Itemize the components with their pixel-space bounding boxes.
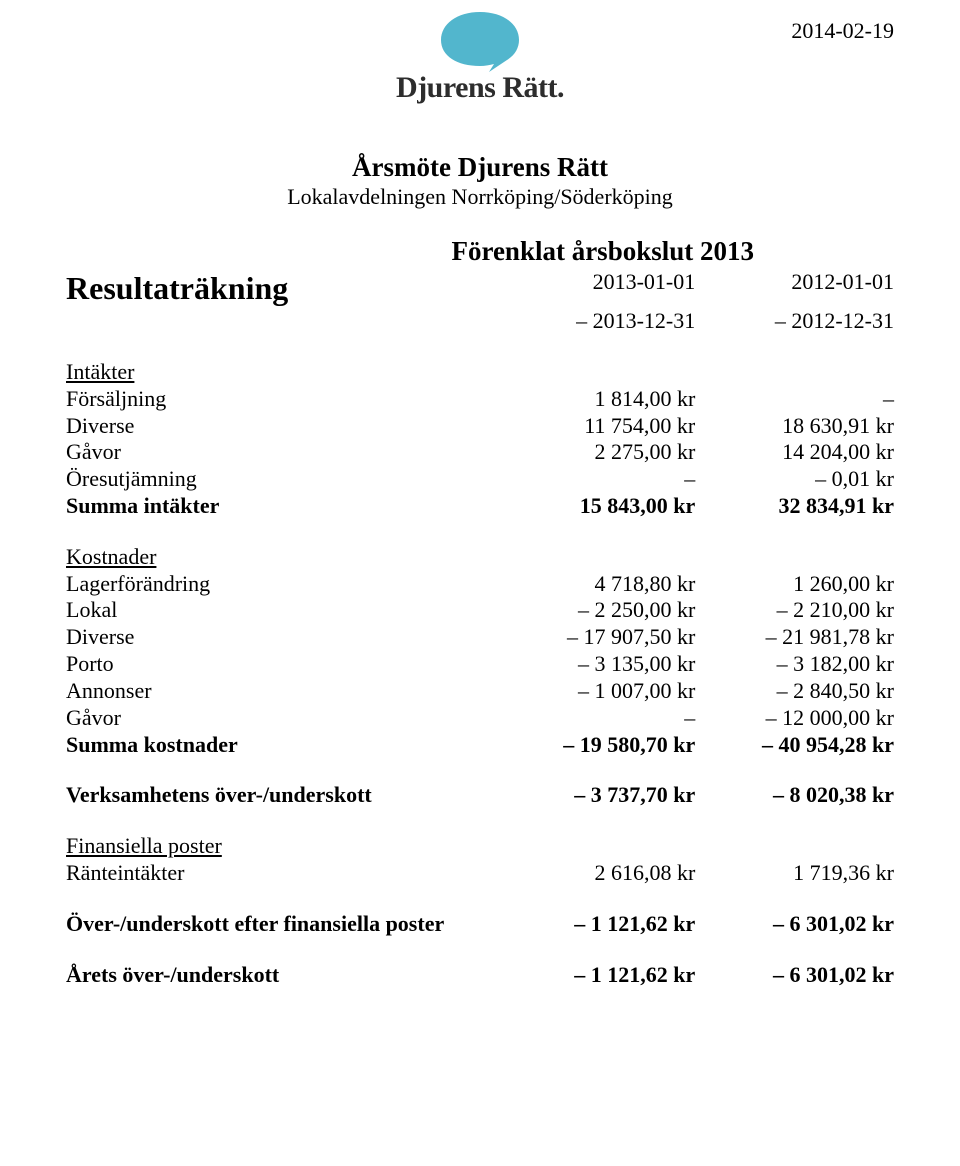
- row-label: Över-/underskott efter finansiella poste…: [66, 911, 497, 938]
- arets-row: Årets över-/underskott – 1 121,62 kr – 6…: [66, 962, 894, 989]
- table-row: Diverse – 17 907,50 kr – 21 981,78 kr: [66, 624, 894, 651]
- summa-kostnader-row: Summa kostnader – 19 580,70 kr – 40 954,…: [66, 732, 894, 759]
- table-row: Öresutjämning – – 0,01 kr: [66, 466, 894, 493]
- row-label: Ränteintäkter: [66, 860, 497, 887]
- row-col1: – 3 737,70 kr: [497, 782, 696, 809]
- row-label: Verksamhetens över-/underskott: [66, 782, 497, 809]
- bokslut-title: Förenklat årsbokslut 2013: [66, 236, 894, 267]
- row-col2: – 21 981,78 kr: [695, 624, 894, 651]
- row-label: Diverse: [66, 413, 497, 440]
- finansiella-header: Finansiella poster: [66, 833, 497, 860]
- period-end-row: – 2013-12-31 – 2012-12-31: [66, 308, 894, 335]
- table-row: Lagerförändring 4 718,80 kr 1 260,00 kr: [66, 571, 894, 598]
- intakter-header-row: Intäkter: [66, 359, 894, 386]
- row-label: Lokal: [66, 597, 497, 624]
- row-label: Summa kostnader: [66, 732, 497, 759]
- row-col1: – 3 135,00 kr: [497, 651, 696, 678]
- logo: Djurens Rätt.: [350, 10, 610, 105]
- row-label: Annonser: [66, 678, 497, 705]
- row-col2: – 8 020,38 kr: [695, 782, 894, 809]
- row-col2: – 3 182,00 kr: [695, 651, 894, 678]
- row-col2: – 40 954,28 kr: [695, 732, 894, 759]
- period1-start: 2013-01-01: [497, 269, 696, 308]
- document-date: 2014-02-19: [791, 18, 894, 44]
- row-label: Försäljning: [66, 386, 497, 413]
- row-col1: –: [497, 466, 696, 493]
- row-col1: 11 754,00 kr: [497, 413, 696, 440]
- table-row: Gåvor 2 275,00 kr 14 204,00 kr: [66, 439, 894, 466]
- row-col1: 15 843,00 kr: [497, 493, 696, 520]
- row-col2: – 6 301,02 kr: [695, 962, 894, 989]
- row-label: Lagerförändring: [66, 571, 497, 598]
- speech-bubble-icon: [435, 10, 525, 72]
- kostnader-header: Kostnader: [66, 544, 497, 571]
- row-col1: – 17 907,50 kr: [497, 624, 696, 651]
- table-row: Diverse 11 754,00 kr 18 630,91 kr: [66, 413, 894, 440]
- row-col2: – 6 301,02 kr: [695, 911, 894, 938]
- period1-end: – 2013-12-31: [497, 308, 696, 335]
- row-col2: – 2 210,00 kr: [695, 597, 894, 624]
- row-label: Porto: [66, 651, 497, 678]
- intakter-header: Intäkter: [66, 359, 497, 386]
- result-row: Resultaträkning 2013-01-01 2012-01-01: [66, 269, 894, 308]
- result-label: Resultaträkning: [66, 269, 497, 308]
- header-title: Årsmöte Djurens Rätt: [66, 152, 894, 183]
- row-label: Summa intäkter: [66, 493, 497, 520]
- table-row: Lokal – 2 250,00 kr – 2 210,00 kr: [66, 597, 894, 624]
- row-col2: 18 630,91 kr: [695, 413, 894, 440]
- row-label: Gåvor: [66, 439, 497, 466]
- table-row: Försäljning 1 814,00 kr –: [66, 386, 894, 413]
- page: 2014-02-19 Djurens Rätt. Årsmöte Djurens…: [0, 0, 960, 1166]
- financial-table: Resultaträkning 2013-01-01 2012-01-01 – …: [66, 269, 894, 989]
- row-col2: –: [695, 386, 894, 413]
- row-label: Gåvor: [66, 705, 497, 732]
- row-label: Öresutjämning: [66, 466, 497, 493]
- row-col1: 2 616,08 kr: [497, 860, 696, 887]
- row-col1: – 1 121,62 kr: [497, 911, 696, 938]
- row-col2: – 2 840,50 kr: [695, 678, 894, 705]
- table-row: Ränteintäkter 2 616,08 kr 1 719,36 kr: [66, 860, 894, 887]
- row-col1: 4 718,80 kr: [497, 571, 696, 598]
- row-col1: – 1 007,00 kr: [497, 678, 696, 705]
- row-col1: – 1 121,62 kr: [497, 962, 696, 989]
- logo-text: Djurens Rätt.: [350, 71, 610, 105]
- period2-start: 2012-01-01: [695, 269, 894, 308]
- table-row: Annonser – 1 007,00 kr – 2 840,50 kr: [66, 678, 894, 705]
- period2-end: – 2012-12-31: [695, 308, 894, 335]
- row-col1: 1 814,00 kr: [497, 386, 696, 413]
- summa-intakter-row: Summa intäkter 15 843,00 kr 32 834,91 kr: [66, 493, 894, 520]
- verksamhet-row: Verksamhetens över-/underskott – 3 737,7…: [66, 782, 894, 809]
- finansiella-header-row: Finansiella poster: [66, 833, 894, 860]
- row-col2: 32 834,91 kr: [695, 493, 894, 520]
- kostnader-header-row: Kostnader: [66, 544, 894, 571]
- row-label: Årets över-/underskott: [66, 962, 497, 989]
- row-col2: 14 204,00 kr: [695, 439, 894, 466]
- row-col1: – 2 250,00 kr: [497, 597, 696, 624]
- document-header: Årsmöte Djurens Rätt Lokalavdelningen No…: [66, 152, 894, 210]
- row-col1: – 19 580,70 kr: [497, 732, 696, 759]
- table-row: Gåvor – – 12 000,00 kr: [66, 705, 894, 732]
- over-finans-row: Över-/underskott efter finansiella poste…: [66, 911, 894, 938]
- table-row: Porto – 3 135,00 kr – 3 182,00 kr: [66, 651, 894, 678]
- row-label: Diverse: [66, 624, 497, 651]
- row-col1: –: [497, 705, 696, 732]
- row-col2: 1 719,36 kr: [695, 860, 894, 887]
- row-col1: 2 275,00 kr: [497, 439, 696, 466]
- row-col2: – 12 000,00 kr: [695, 705, 894, 732]
- row-col2: – 0,01 kr: [695, 466, 894, 493]
- header-subtitle: Lokalavdelningen Norrköping/Söderköping: [66, 184, 894, 210]
- row-col2: 1 260,00 kr: [695, 571, 894, 598]
